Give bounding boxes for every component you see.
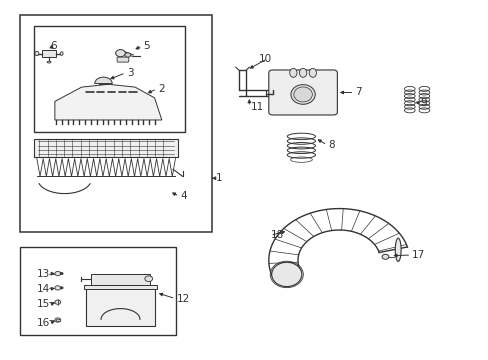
Text: 13: 13 <box>36 269 50 279</box>
Ellipse shape <box>308 68 316 77</box>
Text: 8: 8 <box>327 140 334 150</box>
Polygon shape <box>55 84 162 120</box>
Text: 11: 11 <box>250 102 263 112</box>
Text: 18: 18 <box>271 230 284 240</box>
Ellipse shape <box>299 68 306 77</box>
Bar <box>34 139 178 157</box>
Text: 10: 10 <box>259 54 272 64</box>
Text: 14: 14 <box>36 284 50 294</box>
Bar <box>91 274 149 285</box>
Circle shape <box>55 271 61 276</box>
Text: 5: 5 <box>143 41 150 51</box>
Bar <box>34 26 185 132</box>
Ellipse shape <box>289 68 296 77</box>
Circle shape <box>124 53 130 57</box>
Ellipse shape <box>35 51 39 56</box>
Ellipse shape <box>60 52 63 55</box>
Text: 9: 9 <box>420 98 426 108</box>
Circle shape <box>55 286 61 290</box>
Ellipse shape <box>290 85 315 104</box>
Bar <box>20 15 211 232</box>
Text: 12: 12 <box>176 294 189 303</box>
Bar <box>41 50 56 57</box>
Ellipse shape <box>293 87 312 102</box>
Ellipse shape <box>394 238 400 261</box>
Circle shape <box>144 276 152 282</box>
Text: 1: 1 <box>216 173 223 183</box>
Bar <box>34 139 178 157</box>
Bar <box>20 247 176 336</box>
Text: 16: 16 <box>36 318 50 328</box>
Circle shape <box>55 318 61 322</box>
Text: 2: 2 <box>158 84 164 94</box>
Text: 3: 3 <box>126 68 133 78</box>
Bar <box>86 287 154 327</box>
Ellipse shape <box>271 262 301 287</box>
Text: 4: 4 <box>180 191 186 201</box>
Circle shape <box>60 273 63 275</box>
Bar <box>56 319 60 321</box>
Bar <box>84 285 157 289</box>
Ellipse shape <box>47 61 51 63</box>
Circle shape <box>60 287 63 289</box>
FancyBboxPatch shape <box>268 70 337 115</box>
Circle shape <box>381 254 388 259</box>
Text: 17: 17 <box>411 250 425 260</box>
Circle shape <box>116 50 125 57</box>
FancyBboxPatch shape <box>117 57 128 62</box>
Text: 6: 6 <box>50 41 57 51</box>
Circle shape <box>55 300 61 304</box>
Wedge shape <box>95 77 112 84</box>
Text: 15: 15 <box>36 299 50 309</box>
Text: 7: 7 <box>355 87 361 98</box>
